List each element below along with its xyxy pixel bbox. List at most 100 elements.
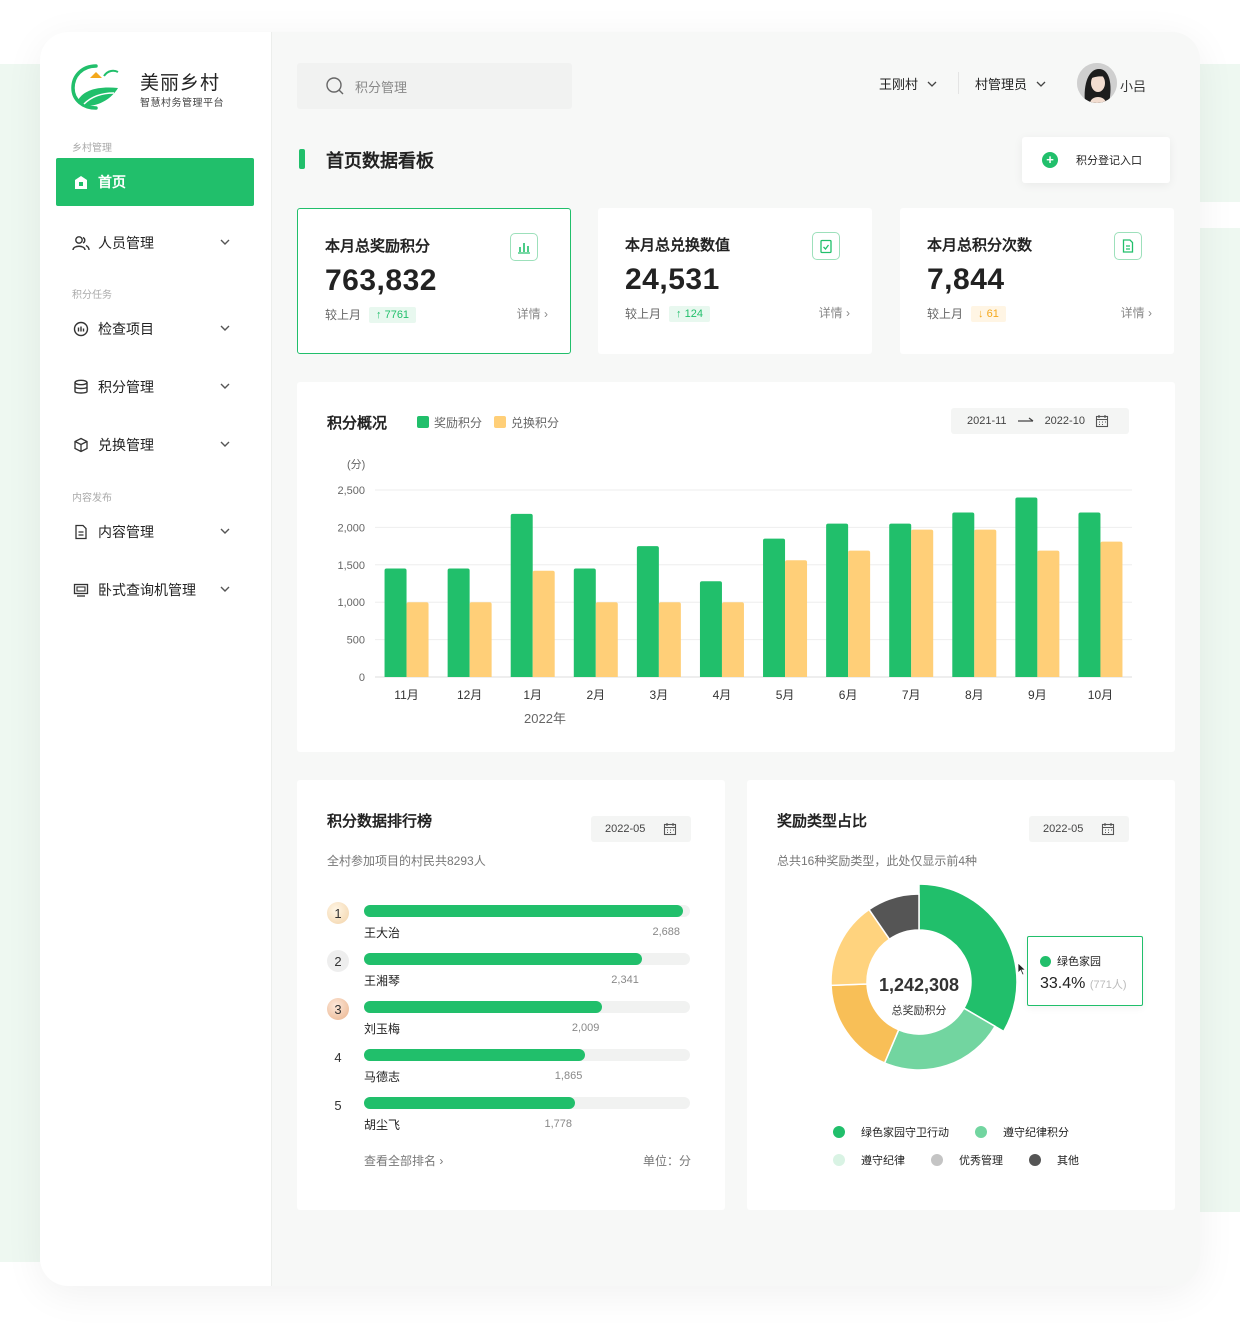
pie-legend-item[interactable]: 遵守纪律积分 bbox=[975, 1124, 1069, 1140]
sidebar-item-users[interactable]: 人员管理 bbox=[56, 219, 254, 267]
bar-reward[interactable] bbox=[699, 581, 722, 677]
compare-label: 较上月 bbox=[927, 307, 964, 321]
detail-link[interactable]: 详情 › bbox=[1121, 304, 1152, 321]
chevron-right-icon: › bbox=[846, 306, 850, 320]
ranking-row[interactable]: 5 胡尘飞 1,778 bbox=[327, 1094, 695, 1134]
legend-label: 兑换积分 bbox=[511, 416, 560, 430]
bar-reward[interactable] bbox=[889, 523, 912, 677]
bar-exchange[interactable] bbox=[785, 560, 808, 677]
sidebar-item-label: 人员管理 bbox=[98, 235, 154, 251]
x-axis-label: 2022年 bbox=[524, 711, 566, 726]
ranking-row[interactable]: 4 马德志 1,865 bbox=[327, 1046, 695, 1086]
pie-legend-item[interactable]: 优秀管理 bbox=[931, 1152, 1003, 1168]
calendar-icon bbox=[1102, 823, 1115, 836]
chevron-down-icon bbox=[220, 383, 230, 389]
donut-segment[interactable] bbox=[918, 883, 1018, 1033]
detail-label: 详情 bbox=[1120, 306, 1145, 320]
bar-reward[interactable] bbox=[384, 568, 407, 677]
user-name[interactable]: 小吕 bbox=[1120, 79, 1147, 94]
bar-exchange[interactable] bbox=[911, 529, 934, 677]
bar-reward[interactable] bbox=[447, 568, 470, 677]
bar-reward[interactable] bbox=[1015, 497, 1038, 677]
stat-compare: 较上月 ↓ 61 bbox=[927, 305, 1006, 322]
rank-number: 5 bbox=[334, 1097, 342, 1113]
bar-reward[interactable] bbox=[573, 568, 596, 677]
x-tick-label: 9月 bbox=[1028, 688, 1047, 702]
delta-value: 61 bbox=[986, 307, 999, 320]
register-points-button[interactable]: + 积分登记入口 bbox=[1022, 137, 1170, 183]
rank-value: 2,009 bbox=[571, 1022, 600, 1034]
rank-bar bbox=[364, 1001, 603, 1013]
pie-legend-item[interactable]: 其他 bbox=[1029, 1152, 1079, 1168]
sidebar-item-points[interactable]: 积分管理 bbox=[56, 363, 254, 411]
bar-reward[interactable] bbox=[636, 546, 659, 677]
bar-exchange[interactable] bbox=[595, 602, 618, 677]
village-select[interactable]: 王刚村 bbox=[879, 74, 938, 93]
reward-date: 2022-05 bbox=[1043, 823, 1084, 835]
rank-bar-track bbox=[364, 905, 690, 917]
ranking-row[interactable]: 3 刘玉梅 2,009 bbox=[327, 998, 695, 1038]
avatar[interactable] bbox=[1077, 63, 1117, 103]
donut-total: 1,242,308 bbox=[879, 975, 959, 995]
sidebar-item-content[interactable]: 内容管理 bbox=[56, 508, 254, 556]
role-select[interactable]: 村管理员 bbox=[975, 74, 1047, 93]
chevron-down-icon bbox=[927, 81, 937, 87]
sidebar-item-label: 首页 bbox=[98, 174, 126, 190]
stat-card-exchange[interactable]: 本月总兑换数值 24,531 较上月 ↑ 124 详情 › bbox=[598, 208, 872, 354]
view-all-ranking-link[interactable]: 查看全部排名 › bbox=[364, 1152, 443, 1169]
stat-card-reward[interactable]: 本月总奖励积分 763,832 较上月 ↑ 7761 详情 › bbox=[297, 208, 571, 354]
ranking-card: 积分数据排行榜 2022-05 全村参加项目的村民共8293人 1 王大治 2,… bbox=[297, 780, 725, 1210]
sidebar-item-kiosk[interactable]: 卧式查询机管理 bbox=[56, 566, 254, 614]
bar-exchange[interactable] bbox=[1037, 550, 1060, 677]
sidebar-item-home[interactable]: 首页 bbox=[56, 158, 254, 206]
bar-exchange[interactable] bbox=[406, 602, 429, 677]
bar-exchange[interactable] bbox=[974, 529, 997, 677]
brand-subtitle: 智慧村务管理平台 bbox=[140, 98, 224, 109]
pie-legend-item[interactable]: 遵守纪律 bbox=[833, 1152, 905, 1168]
plus-icon: + bbox=[1042, 152, 1058, 168]
ranking-row[interactable]: 2 王湘琴 2,341 bbox=[327, 950, 695, 990]
rank-badge-gold: 1 bbox=[327, 902, 349, 924]
register-points-label: 积分登记入口 bbox=[1076, 155, 1142, 167]
bar-reward[interactable] bbox=[1078, 512, 1101, 677]
tooltip-count: (771人) bbox=[1089, 979, 1127, 991]
sidebar-item-inspection[interactable]: 检查项目 bbox=[56, 305, 254, 353]
bar-exchange[interactable] bbox=[1100, 541, 1123, 677]
reward-type-description: 总共16种奖励类型，此处仅显示前4种 bbox=[777, 854, 978, 868]
sidebar-item-label: 积分管理 bbox=[98, 379, 154, 395]
database-icon bbox=[72, 378, 90, 396]
legend-item-exchange[interactable]: 兑换积分 bbox=[494, 414, 559, 431]
bar-reward[interactable] bbox=[952, 512, 975, 677]
detail-link[interactable]: 详情 › bbox=[819, 304, 850, 321]
date-range-picker[interactable]: 2021-11 2022-10 bbox=[951, 408, 1129, 434]
legend-dot bbox=[833, 1126, 845, 1138]
legend-item-reward[interactable]: 奖励积分 bbox=[417, 414, 482, 431]
y-tick-label: 0 bbox=[359, 672, 365, 684]
bar-exchange[interactable] bbox=[532, 570, 555, 677]
donut-segment[interactable] bbox=[868, 893, 920, 941]
chevron-right-icon: › bbox=[1148, 306, 1152, 320]
bar-exchange[interactable] bbox=[469, 602, 492, 677]
donut-chart: 1,242,308 总奖励积分 bbox=[830, 883, 1018, 1071]
leaf-logo-icon bbox=[71, 64, 119, 110]
sidebar-item-exchange[interactable]: 兑换管理 bbox=[56, 421, 254, 469]
monitor-icon bbox=[72, 581, 90, 599]
detail-link[interactable]: 详情 › bbox=[517, 305, 548, 322]
bar-exchange[interactable] bbox=[721, 602, 744, 677]
bar-reward[interactable] bbox=[510, 513, 533, 677]
main-content: 积分管理 王刚村 村管理员 小吕 首页数据看板 + 积分登记入口 bbox=[272, 32, 1200, 1286]
ranking-date-picker[interactable]: 2022-05 bbox=[591, 816, 691, 842]
bar-exchange[interactable] bbox=[848, 550, 871, 677]
background-strip-right bbox=[1200, 228, 1240, 1212]
stat-card-count[interactable]: 本月总积分次数 7,844 较上月 ↓ 61 详情 › bbox=[900, 208, 1174, 354]
bar-exchange[interactable] bbox=[658, 602, 681, 677]
delta-badge: ↑ 7761 bbox=[369, 306, 417, 323]
bar-reward[interactable] bbox=[763, 538, 786, 677]
search-input[interactable]: 积分管理 bbox=[297, 63, 572, 109]
ranking-row[interactable]: 1 王大治 2,688 bbox=[327, 902, 695, 942]
reward-date-picker[interactable]: 2022-05 bbox=[1029, 816, 1129, 842]
legend-dot bbox=[975, 1126, 987, 1138]
bar-reward[interactable] bbox=[826, 523, 849, 677]
y-tick-label: 2,000 bbox=[337, 522, 365, 534]
pie-legend-item[interactable]: 绿色家园守卫行动 bbox=[833, 1124, 949, 1140]
